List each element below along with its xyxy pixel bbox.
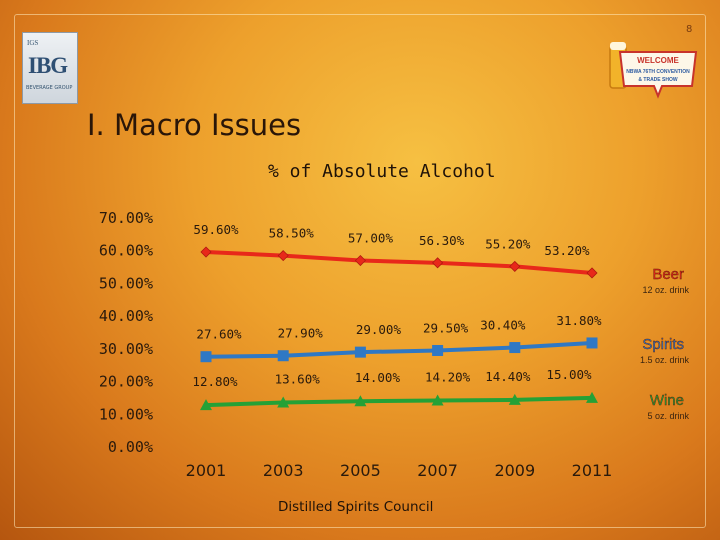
data-point-wine (508, 393, 521, 405)
x-tick-label: 2009 (494, 461, 535, 480)
y-tick-label: 20.00% (99, 373, 153, 391)
data-label: 59.60% (193, 222, 239, 237)
data-label: 15.00% (546, 367, 592, 382)
y-tick-label: 30.00% (99, 340, 153, 358)
logo-main-text: IBG (28, 53, 68, 78)
data-label: 29.50% (423, 320, 469, 335)
data-point-spirits (586, 337, 598, 349)
data-point-wine (200, 399, 212, 411)
data-label: 14.00% (355, 370, 401, 385)
series-name-spirits: Spirits (642, 336, 684, 353)
sign-shape (618, 51, 698, 99)
data-label: 57.00% (348, 231, 394, 246)
data-point-beer (586, 267, 598, 279)
badge-line-2: NBWA 76TH CONVENTION (626, 69, 690, 75)
data-point-spirits (509, 342, 521, 354)
data-point-spirits (200, 351, 212, 363)
x-tick-label: 2001 (186, 461, 227, 480)
logo-top-text: IGS (27, 39, 39, 47)
badge-line-3: & TRADE SHOW (638, 77, 677, 83)
chart-title: % of Absolute Alcohol (268, 161, 496, 182)
content-panel (14, 14, 706, 528)
series-caption-beer: 12 oz. drink (642, 285, 689, 295)
data-label: 14.20% (425, 370, 471, 385)
data-label: 13.60% (275, 372, 321, 387)
series-name-wine: Wine (650, 392, 684, 409)
x-tick-label: 2011 (572, 461, 613, 480)
data-point-wine (586, 391, 598, 403)
data-point-beer (277, 250, 289, 262)
x-tick-label: 2007 (417, 461, 458, 480)
slide-title: I. Macro Issues (87, 108, 302, 142)
series-caption-wine: 5 oz. drink (647, 411, 689, 421)
page-number: 8 (686, 24, 693, 35)
beer-foam-icon (610, 42, 626, 50)
y-tick-label: 60.00% (99, 242, 153, 260)
data-point-beer (509, 260, 521, 272)
logo-bottom-text: BEVERAGE GROUP (26, 85, 73, 91)
data-label: 27.60% (196, 327, 242, 342)
y-tick-label: 70.00% (99, 209, 153, 227)
data-point-spirits (354, 346, 366, 358)
series-name-beer: Beer (652, 266, 684, 283)
convention-badge-logo: WELCOME NBWA 76TH CONVENTION & TRADE SHO… (609, 42, 698, 99)
series-line-spirits (205, 340, 593, 359)
y-tick-label: 50.00% (99, 274, 153, 292)
data-label: 53.20% (544, 243, 590, 258)
data-label: 12.80% (192, 374, 238, 389)
data-label: 58.50% (269, 226, 315, 241)
data-label: 56.30% (419, 233, 465, 248)
data-point-spirits (432, 344, 444, 356)
data-point-beer (354, 254, 366, 267)
source-note: Distilled Spirits Council (278, 499, 434, 515)
ibg-logo: IGS IBG BEVERAGE GROUP (22, 32, 78, 104)
data-point-wine (277, 396, 290, 408)
series-line-wine (205, 395, 593, 408)
y-tick-label: 40.00% (99, 307, 153, 325)
data-point-spirits (277, 350, 289, 362)
x-tick-label: 2005 (340, 461, 381, 480)
series-caption-spirits: 1.5 oz. drink (640, 355, 690, 365)
badge-line-1: WELCOME (637, 56, 679, 65)
data-label: 30.40% (480, 318, 526, 333)
y-tick-label: 0.00% (108, 438, 153, 456)
data-point-wine (431, 394, 444, 406)
data-label: 55.20% (485, 236, 531, 251)
x-tick-label: 2003 (263, 461, 304, 480)
data-point-wine (354, 395, 367, 407)
data-point-beer (432, 257, 444, 269)
data-point-beer (200, 246, 212, 258)
data-label: 29.00% (356, 322, 402, 337)
series-line-beer (205, 250, 593, 275)
y-tick-label: 10.00% (99, 405, 153, 423)
data-label: 27.90% (278, 326, 324, 341)
data-label: 14.40% (485, 369, 531, 384)
data-label: 31.80% (556, 313, 602, 328)
